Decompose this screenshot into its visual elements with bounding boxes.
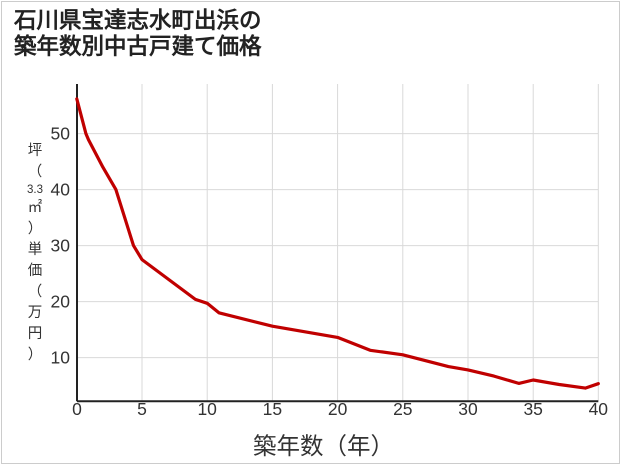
- svg-text:20: 20: [51, 292, 71, 312]
- svg-text:25: 25: [393, 399, 412, 419]
- svg-text:30: 30: [458, 399, 478, 419]
- svg-text:0: 0: [72, 399, 82, 419]
- svg-text:30: 30: [51, 236, 71, 256]
- svg-text:20: 20: [328, 399, 348, 419]
- svg-text:40: 40: [51, 180, 71, 200]
- svg-text:5: 5: [137, 399, 147, 419]
- svg-text:40: 40: [589, 399, 609, 419]
- svg-text:35: 35: [523, 399, 542, 419]
- svg-text:10: 10: [197, 399, 217, 419]
- svg-text:15: 15: [263, 399, 282, 419]
- svg-text:50: 50: [51, 124, 71, 144]
- svg-text:10: 10: [51, 348, 71, 368]
